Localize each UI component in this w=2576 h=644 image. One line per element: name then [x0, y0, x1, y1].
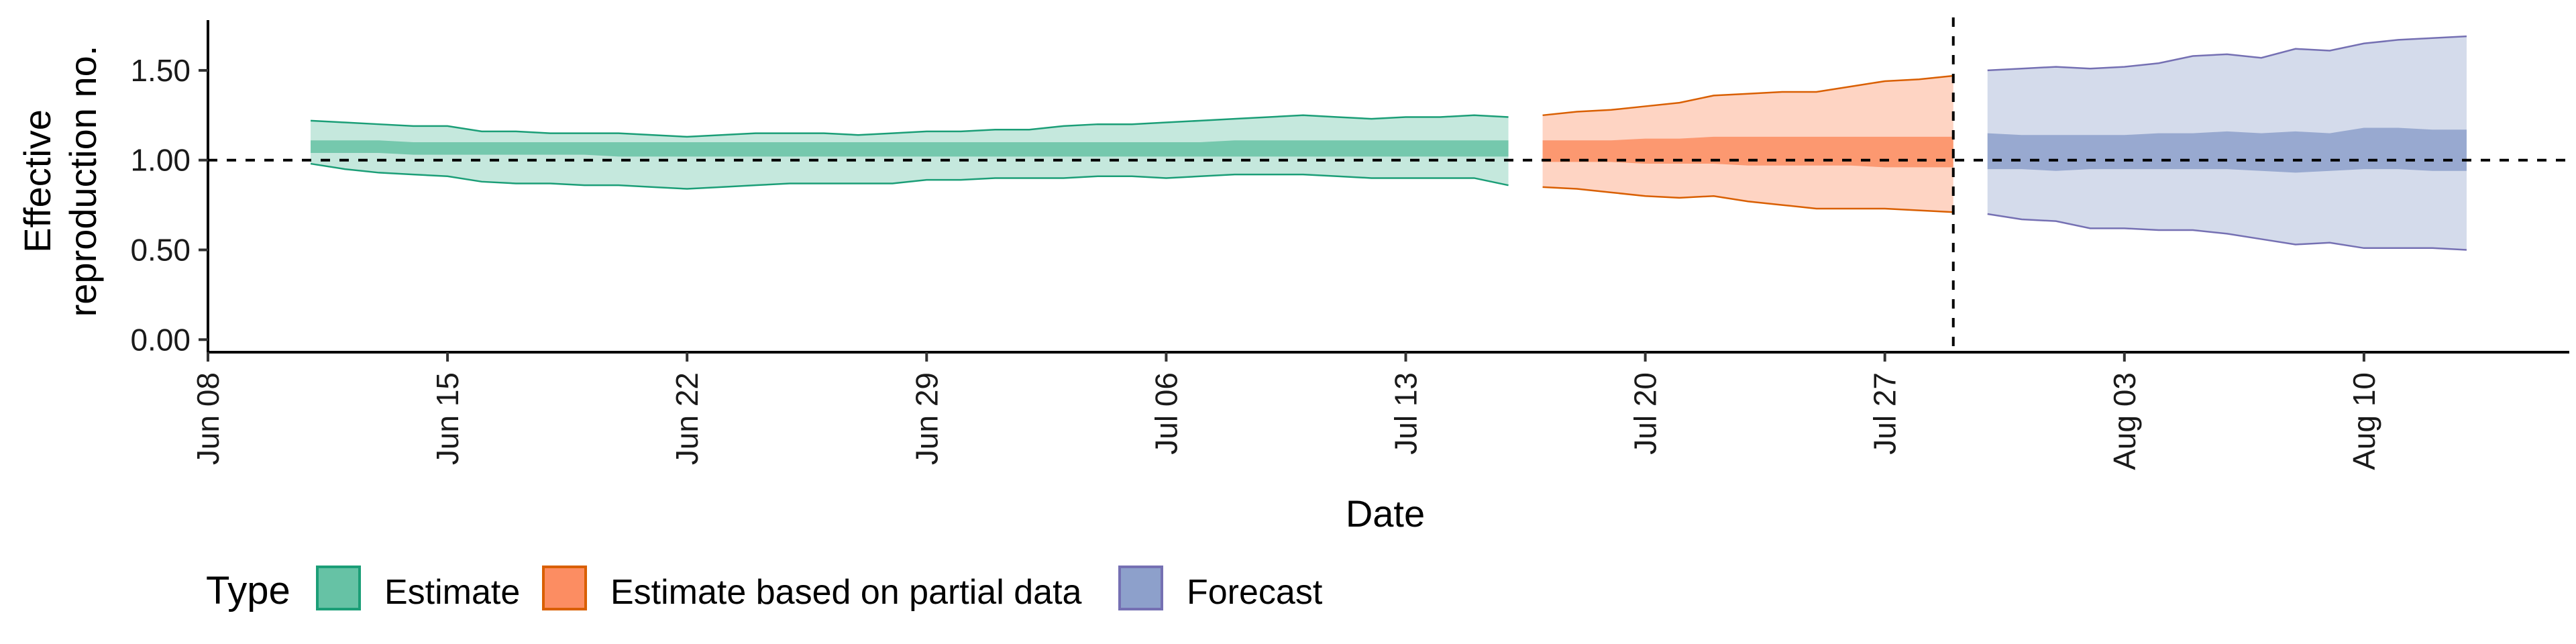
ribbon-layer: [310, 35, 2467, 251]
y-axis-title: Effective reproduction no.: [16, 46, 104, 317]
y-tick-label: 0.50: [130, 232, 191, 267]
x-tick-label: Jul 20: [1628, 372, 1663, 455]
forecast-ci50-band: [1987, 127, 2467, 173]
x-tick-label: Aug 03: [2107, 372, 2142, 470]
estimate-based-on-partial-data-upper90-line: [1542, 74, 1953, 117]
estimate-based-on-partial-data-lower90-line: [1542, 186, 1953, 213]
estimate-upper90-line: [310, 114, 1509, 138]
y-tick-label: 1.50: [130, 53, 191, 88]
y-tick-label: 1.00: [130, 143, 191, 178]
axis-titles: Date Effective reproduction no.: [16, 46, 1425, 535]
legend-entry-label: Estimate based on partial data: [610, 573, 1082, 612]
legend-entry-label: Estimate: [384, 573, 520, 612]
x-tick-label: Jun 15: [430, 372, 465, 465]
legend-entry-label: Forecast: [1187, 573, 1323, 612]
x-axis-title: Date: [1346, 492, 1425, 535]
estimate-ci50-band: [311, 140, 1509, 157]
forecast-upper90-line: [1987, 35, 2467, 72]
x-tick-label: Jul 13: [1389, 372, 1424, 455]
legend-key-swatch: [542, 566, 587, 610]
x-tick-label: Jun 08: [191, 372, 225, 465]
y-tick-label: 0.00: [130, 322, 191, 357]
legend-key-swatch: [1118, 566, 1163, 610]
legend-title: Type: [206, 569, 290, 612]
legend: Type Estimate Estimate based on partial da…: [206, 566, 1323, 612]
x-tick-label: Jul 06: [1148, 372, 1183, 455]
x-tick-label: Aug 10: [2347, 372, 2381, 470]
x-tick-label: Jul 27: [1868, 372, 1902, 455]
x-tick-label: Jun 29: [909, 372, 944, 465]
y-axis-title-line-2: reproduction no.: [62, 46, 104, 317]
estimate-lower90-line: [310, 162, 1509, 190]
x-tick-label: Jun 22: [669, 372, 704, 465]
legend-key-swatch: [316, 566, 361, 610]
forecast-lower90-line: [1987, 213, 2467, 251]
axes-layer: 0.00 0.50 1.00 1.50 Jun 08 Jun 15 Jun 22 Jun 29…: [130, 20, 2569, 470]
y-axis-title-line-1: Effective: [16, 109, 58, 253]
